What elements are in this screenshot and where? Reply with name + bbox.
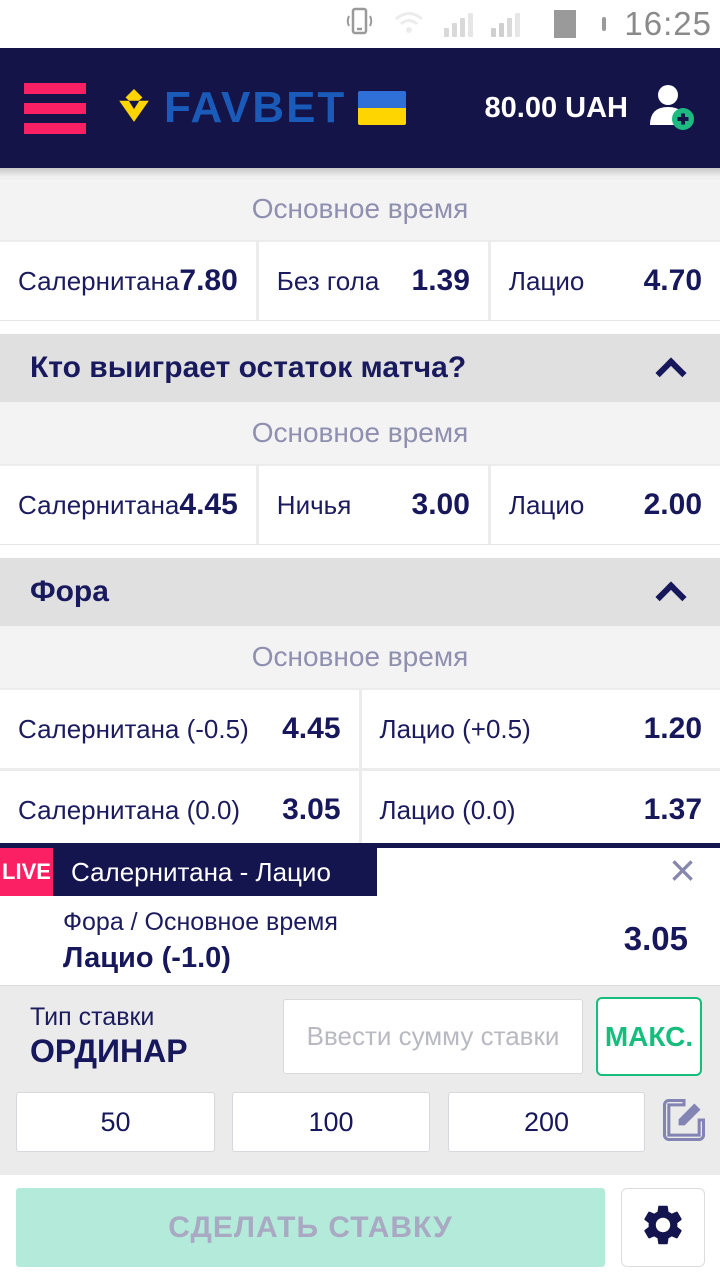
market-title: Кто выиграет остаток матча?	[30, 351, 467, 384]
bet-selection: Лацио (-1.0)	[63, 942, 231, 974]
bet-slip-title-bar: LIVE Салернитана - Лацио ×	[0, 844, 720, 896]
crown-icon	[116, 88, 152, 129]
network-icon-faint	[392, 7, 426, 42]
market-section-header[interactable]: Фора	[0, 558, 720, 626]
odds-value: 4.70	[643, 264, 703, 297]
brand-name: FAVBET	[164, 83, 347, 132]
market-section: Кто выиграет остаток матча? Основное вре…	[0, 334, 720, 544]
outcome-label: Ничья	[276, 489, 352, 520]
bet-type-label: Тип ставки	[30, 1003, 155, 1031]
match-name: Салернитана - Лацио	[53, 848, 377, 896]
outcome-label: Без гола	[276, 265, 380, 296]
odds-cell[interactable]: Лацио 2.00	[487, 466, 720, 544]
odds-value: 3.05	[282, 793, 341, 826]
live-badge: LIVE	[0, 848, 53, 896]
bet-slip-footer: СДЕЛАТЬ СТАВКУ	[0, 1175, 720, 1280]
odds-row: Салернитана (-0.5) 4.45 Лацио (+0.5) 1.2…	[0, 688, 720, 768]
status-bar: 16:25	[0, 0, 720, 48]
bet-market: Фора / Основное время	[63, 908, 338, 936]
bet-odds: 3.05	[623, 920, 688, 957]
hamburger-menu-button[interactable]	[24, 82, 86, 134]
settings-button[interactable]	[621, 1188, 705, 1267]
odds-value: 1.39	[411, 264, 470, 297]
stake-amount-input[interactable]	[283, 999, 583, 1074]
outcome-label: Салернитана	[18, 265, 180, 296]
odds-cell[interactable]: Без гола 1.39	[255, 242, 488, 320]
vibrate-icon	[344, 5, 374, 44]
odds-value: 4.45	[179, 488, 238, 521]
edit-amounts-button[interactable]	[656, 1092, 712, 1152]
odds-cell[interactable]: Салернитана (0.0) 3.05	[0, 771, 359, 849]
market-period-label: Основное время	[0, 178, 720, 240]
bet-type-value: ОРДИНАР	[30, 1033, 188, 1069]
market-section: Фора Основное время Салернитана (-0.5) 4…	[0, 558, 720, 849]
market-period-label: Основное время	[0, 402, 720, 464]
gear-icon	[639, 1201, 687, 1254]
market-section-header[interactable]: Кто выиграет остаток матча?	[0, 334, 720, 402]
odds-cell[interactable]: Ничья 3.00	[255, 466, 488, 544]
bet-slip: LIVE Салернитана - Лацио × Фора / Основн…	[0, 843, 720, 1280]
add-user-icon[interactable]	[644, 81, 696, 136]
signal-bars-icon-1	[444, 11, 474, 37]
battery-icon	[554, 10, 577, 38]
outcome-label: Салернитана (0.0)	[18, 794, 241, 825]
battery-tick-icon	[602, 17, 607, 31]
quick-amount-button-200[interactable]: 200	[448, 1092, 645, 1152]
chevron-up-icon	[655, 581, 687, 613]
outcome-label: Лацио (0.0)	[379, 794, 516, 825]
stake-panel: Тип ставки ОРДИНАР МАКС. 50 100 200	[0, 985, 720, 1175]
odds-row: Салернитана 4.45 Ничья 3.00 Лацио 2.00	[0, 464, 720, 544]
quick-amount-button-100[interactable]: 100	[232, 1092, 430, 1152]
max-stake-button[interactable]: МАКС.	[596, 997, 702, 1076]
odds-cell[interactable]: Лацио (+0.5) 1.20	[358, 690, 720, 768]
signal-bars-icon-2	[491, 11, 521, 37]
place-bet-button[interactable]: СДЕЛАТЬ СТАВКУ	[16, 1188, 605, 1267]
favbet-logo[interactable]: FAVBET	[116, 83, 407, 133]
odds-value: 1.20	[643, 712, 702, 745]
odds-cell[interactable]: Лацио 4.70	[487, 242, 720, 320]
markets-list: Основное время Салернитана 7.80 Без гола…	[0, 168, 720, 849]
market-period-label: Основное время	[0, 626, 720, 688]
odds-value: 2.00	[643, 488, 703, 521]
app-header: FAVBET 80.00 UAH	[0, 48, 720, 168]
close-icon[interactable]: ×	[669, 844, 696, 896]
outcome-label: Салернитана	[18, 489, 180, 520]
account-balance[interactable]: 80.00 UAH	[484, 91, 628, 124]
chevron-up-icon	[655, 357, 687, 389]
odds-value: 7.80	[179, 264, 238, 297]
odds-cell[interactable]: Салернитана 4.45	[0, 466, 256, 544]
clock-time: 16:25	[624, 5, 712, 42]
ukraine-flag-icon	[358, 91, 407, 125]
market-title: Фора	[30, 575, 109, 608]
odds-cell[interactable]: Салернитана (-0.5) 4.45	[0, 690, 359, 768]
odds-value: 4.45	[282, 712, 341, 745]
market-section: Основное время Салернитана 7.80 Без гола…	[0, 178, 720, 320]
outcome-label: Салернитана (-0.5)	[18, 713, 249, 744]
odds-cell[interactable]: Салернитана 7.80	[0, 242, 256, 320]
odds-value: 3.00	[411, 488, 470, 521]
bet-details: Фора / Основное время Лацио (-1.0) 3.05	[0, 896, 720, 985]
odds-row: Салернитана 7.80 Без гола 1.39 Лацио 4.7…	[0, 240, 720, 320]
outcome-label: Лацио (+0.5)	[379, 713, 531, 744]
quick-amount-button-50[interactable]: 50	[16, 1092, 215, 1152]
edit-icon	[658, 1094, 710, 1151]
outcome-label: Лацио	[508, 489, 585, 520]
outcome-label: Лацио	[508, 265, 585, 296]
odds-row: Салернитана (0.0) 3.05 Лацио (0.0) 1.37	[0, 768, 720, 849]
odds-cell[interactable]: Лацио (0.0) 1.37	[358, 771, 720, 849]
odds-value: 1.37	[643, 793, 702, 826]
